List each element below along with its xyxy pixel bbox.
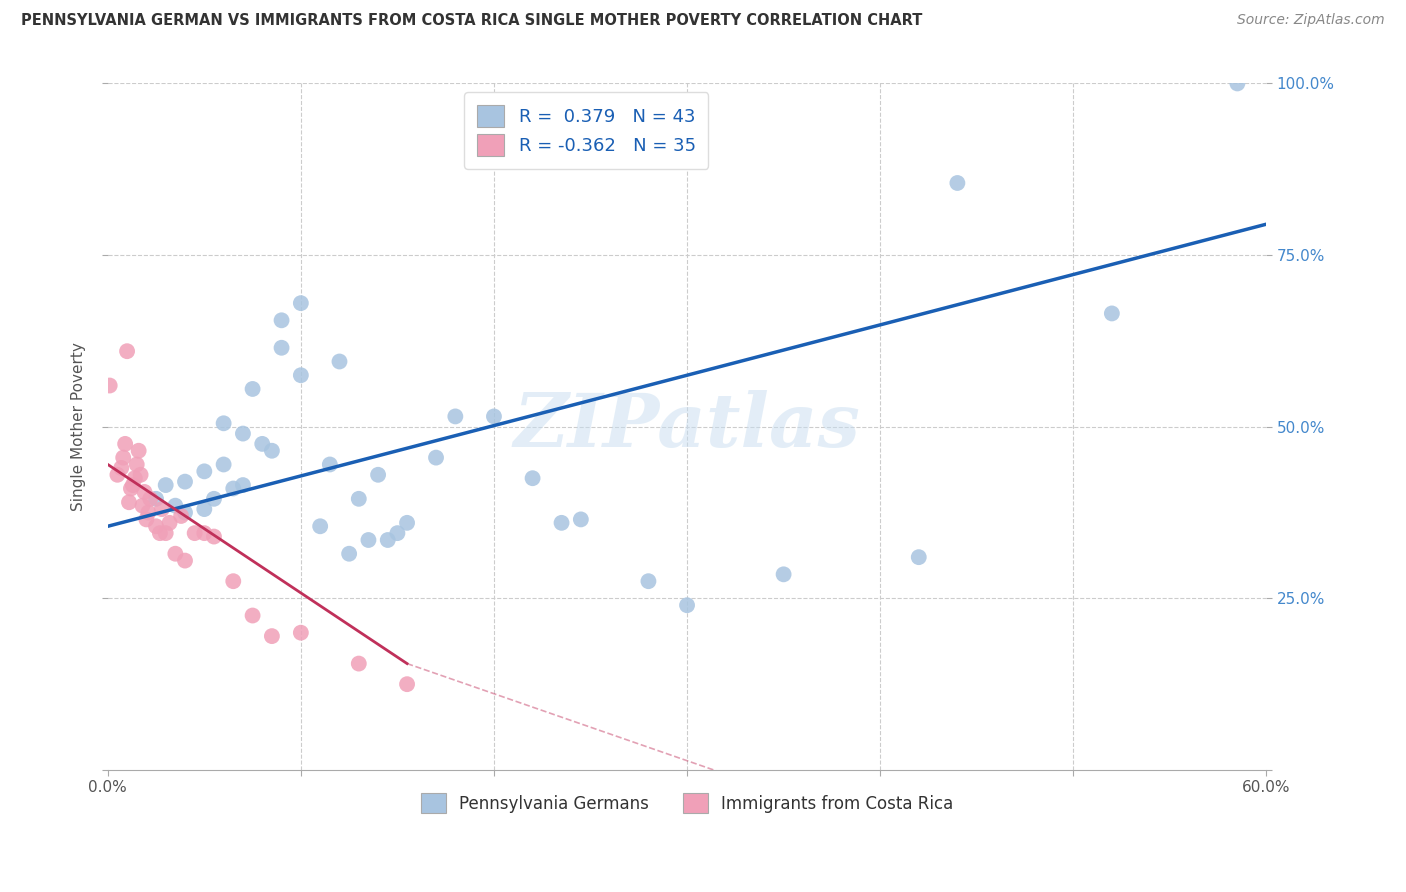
Point [145,491,167,506]
Point [149,526,172,541]
Point [150,502,173,516]
Point [193,526,215,541]
Point [202,491,225,506]
Point [125,458,148,472]
Point [174,553,197,567]
Point [252,437,274,451]
Point [309,519,332,533]
Point [115,344,138,359]
Point [122,478,145,492]
Point [367,467,389,482]
Point [202,530,225,544]
Point [387,526,409,541]
Point [222,482,245,496]
Y-axis label: Single Mother Poverty: Single Mother Poverty [72,343,86,511]
Point [136,506,159,520]
Point [569,512,592,526]
Point [907,550,929,565]
Point [139,491,162,506]
Point [232,426,254,441]
Point [347,657,370,671]
Point [328,354,350,368]
Point [112,450,135,465]
Point [155,526,177,541]
Point [337,547,360,561]
Point [290,625,312,640]
Point [159,516,181,530]
Point [135,512,157,526]
Point [114,437,136,451]
Point [98,378,121,392]
Point [357,533,380,547]
Point [772,567,794,582]
Point [174,506,197,520]
Point [676,599,699,613]
Text: PENNSYLVANIA GERMAN VS IMMIGRANTS FROM COSTA RICA SINGLE MOTHER POVERTY CORRELAT: PENNSYLVANIA GERMAN VS IMMIGRANTS FROM C… [21,13,922,29]
Point [212,458,235,472]
Point [129,467,152,482]
Point [1101,306,1123,320]
Point [222,574,245,589]
Point [377,533,399,547]
Point [482,409,505,424]
Point [170,508,193,523]
Point [270,341,292,355]
Point [290,296,312,310]
Point [260,443,283,458]
Point [193,502,215,516]
Point [396,677,419,691]
Point [145,519,167,533]
Point [165,547,187,561]
Point [946,176,969,190]
Point [242,382,264,396]
Legend: Pennsylvania Germans, Immigrants from Costa Rica: Pennsylvania Germans, Immigrants from Co… [411,783,963,823]
Point [260,629,283,643]
Point [193,464,215,478]
Point [110,461,132,475]
Point [290,368,312,383]
Point [396,516,419,530]
Point [155,478,177,492]
Text: ZIPatlas: ZIPatlas [513,391,860,463]
Point [270,313,292,327]
Point [522,471,544,485]
Point [347,491,370,506]
Point [242,608,264,623]
Point [131,499,153,513]
Point [425,450,447,465]
Text: Source: ZipAtlas.com: Source: ZipAtlas.com [1237,13,1385,28]
Point [319,458,342,472]
Point [1226,77,1249,91]
Point [183,526,205,541]
Point [637,574,659,589]
Point [444,409,467,424]
Point [212,417,235,431]
Point [232,478,254,492]
Point [134,485,156,500]
Point [124,471,146,485]
Point [128,443,150,458]
Point [120,482,142,496]
Point [118,495,141,509]
Point [107,467,129,482]
Point [174,475,197,489]
Point [550,516,572,530]
Point [165,499,187,513]
